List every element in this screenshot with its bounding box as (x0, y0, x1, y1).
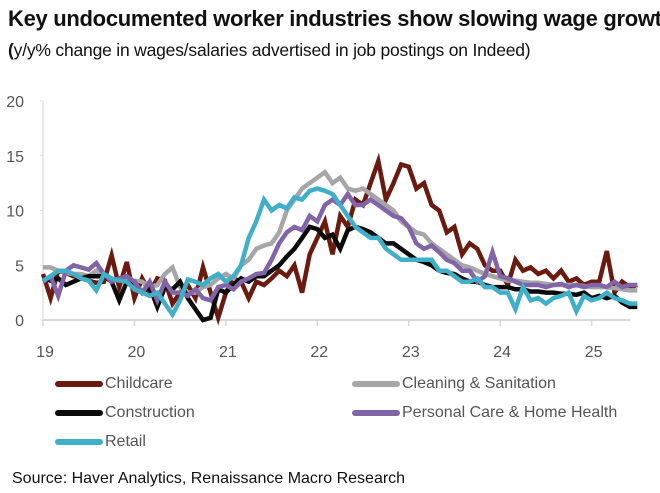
x-tick-label: 23 (402, 344, 420, 361)
legend-swatch (55, 381, 103, 387)
legend-label: Retail (105, 433, 146, 450)
legend-swatch (55, 410, 103, 416)
x-tick-label: 19 (36, 344, 54, 361)
legend-label: Construction (105, 404, 195, 421)
y-tick-label: 15 (6, 149, 24, 166)
series-line-childcare (40, 152, 638, 326)
legend-item-personal-care-home-health: Personal Care & Home Health (352, 404, 617, 422)
x-tick-label: 24 (493, 344, 511, 361)
y-tick-label: 0 (15, 313, 24, 330)
y-tick-label: 20 (6, 94, 24, 111)
legend-label: Personal Care & Home Health (402, 404, 618, 421)
series-lines (40, 152, 638, 326)
x-tick-label: 20 (128, 344, 146, 361)
y-tick-label: 10 (6, 204, 24, 221)
chart-subtitle: (y/y% change in wages/salaries advertise… (8, 40, 531, 61)
chart-title: Key undocumented worker industries show … (8, 6, 660, 31)
legend-label: Cleaning & Sanitation (402, 375, 556, 392)
x-tick-label: 25 (585, 344, 603, 361)
subtitle-text: y/y% change in wages/salaries advertised… (13, 40, 525, 60)
legend-label: Childcare (105, 375, 173, 392)
legend-item-cleaning-sanitation: Cleaning & Sanitation (352, 375, 556, 393)
x-tick-label: 22 (310, 344, 328, 361)
legend-swatch (55, 439, 103, 445)
series-line-retail (41, 186, 638, 319)
axes: 0 5 10 15 20 19 20 21 22 23 24 25 (6, 94, 630, 361)
legend-swatch (352, 381, 400, 387)
source-note: Source: Haver Analytics, Renaissance Mac… (12, 470, 406, 487)
x-tick-label: 21 (219, 344, 237, 361)
subtitle-open-paren: ( (8, 40, 14, 60)
legend-swatch (352, 410, 400, 416)
legend-item-childcare: Childcare (55, 375, 173, 393)
legend-item-retail: Retail (55, 433, 146, 451)
subtitle-close-paren: ) (524, 40, 531, 60)
y-tick-label: 5 (15, 258, 24, 275)
legend-item-construction: Construction (55, 404, 195, 422)
